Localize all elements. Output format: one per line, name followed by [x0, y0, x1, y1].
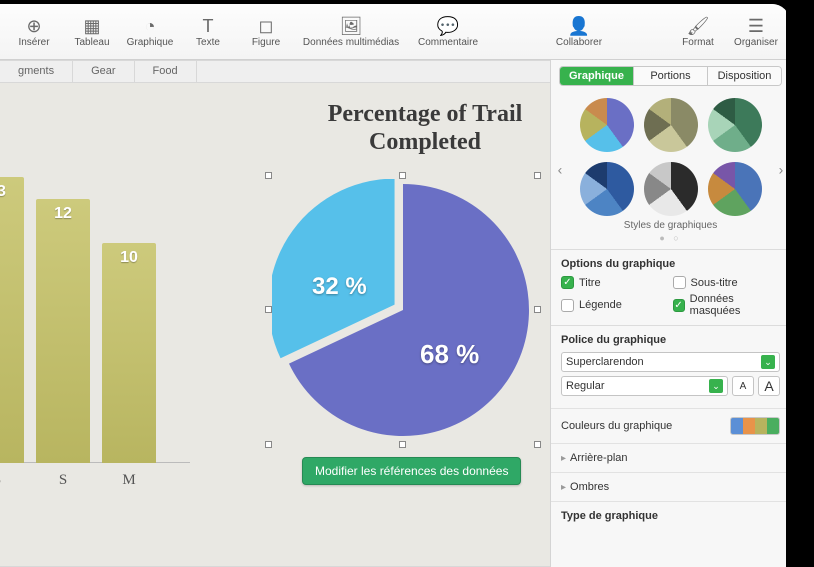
chart-style-thumb[interactable] — [708, 162, 762, 216]
bar-chart[interactable]: 13 S 12 S 10 M — [0, 133, 190, 503]
sheet-tab[interactable]: Gear — [73, 61, 134, 82]
check-subtitle[interactable]: Sous-titre — [673, 276, 781, 289]
inspector: Graphique Portions Disposition ‹ › Style… — [550, 60, 790, 567]
bar-value: 10 — [120, 249, 138, 267]
resize-handle[interactable] — [399, 172, 406, 179]
bar: 10 — [102, 243, 156, 463]
tab-wedges[interactable]: Portions — [633, 67, 707, 85]
disclosure-icon: ▸ — [561, 453, 566, 464]
background-row[interactable]: ▸Arrière-plan — [551, 443, 790, 472]
resize-handle[interactable] — [534, 306, 541, 313]
comment-button[interactable]: 💬Commentaire — [408, 7, 488, 57]
chevron-down-icon: ⌄ — [761, 355, 775, 369]
chart-style-thumb[interactable] — [580, 162, 634, 216]
chart-font: Police du graphique Superclarendon⌄ Regu… — [551, 325, 790, 408]
check-hidden-data[interactable]: ✓Données masquées — [673, 293, 781, 317]
format-icon: 🖌 — [687, 15, 710, 37]
bar-axis — [0, 462, 190, 463]
bar: 12 — [36, 199, 90, 463]
text-icon: T — [203, 15, 214, 37]
insert-button[interactable]: ⊕Insérer — [6, 7, 62, 57]
chart-style-thumb[interactable] — [580, 98, 634, 152]
chart-style-thumb[interactable] — [708, 98, 762, 152]
resize-handle[interactable] — [399, 441, 406, 448]
sheet-tabs: gments Gear Food — [0, 61, 550, 83]
comment-icon: 💬 — [437, 15, 459, 37]
chart-colors[interactable]: Couleurs du graphique — [551, 408, 790, 443]
organize-icon: ☰ — [748, 15, 764, 37]
chart-style-thumb[interactable] — [644, 162, 698, 216]
text-button[interactable]: TTexte — [180, 7, 236, 57]
sheet-tab[interactable]: gments — [0, 61, 73, 82]
resize-handle[interactable] — [534, 441, 541, 448]
resize-handle[interactable] — [265, 172, 272, 179]
disclosure-icon: ▸ — [561, 482, 566, 493]
shape-icon: ◻ — [259, 15, 274, 37]
chart-icon: ◔ — [145, 15, 156, 37]
organize-button[interactable]: ☰Organiser — [728, 7, 784, 57]
toolbar: ⊕Insérer ▦Tableau ◔Graphique TTexte ◻Fig… — [0, 4, 790, 60]
resize-handle[interactable] — [265, 306, 272, 313]
table-button[interactable]: ▦Tableau — [64, 7, 120, 57]
shape-button[interactable]: ◻Figure — [238, 7, 294, 57]
bar-label: S — [36, 472, 90, 489]
media-icon: 🖼 — [340, 15, 363, 37]
canvas[interactable]: gments Gear Food 13 S 12 S 10 M Percentage of… — [0, 60, 550, 567]
table-icon: ▦ — [83, 15, 100, 37]
chart-style-thumb[interactable] — [644, 98, 698, 152]
page-dots: ● ○ — [551, 233, 790, 243]
chevron-down-icon: ⌄ — [709, 379, 723, 393]
bar-label: S — [0, 472, 24, 489]
tab-layout[interactable]: Disposition — [707, 67, 781, 85]
styles-caption: Styles de graphiques — [551, 220, 790, 231]
pie-title: Percentage of Trail Completed — [290, 101, 550, 156]
media-button[interactable]: 🖼Données multimédias — [296, 7, 406, 57]
bar-value: 12 — [54, 205, 72, 223]
inspector-tabs: Graphique Portions Disposition — [559, 66, 782, 86]
styles-prev[interactable]: ‹ — [553, 161, 567, 177]
color-chip — [730, 417, 780, 435]
chart-options-header: Options du graphique — [561, 258, 780, 270]
chart-options: Options du graphique ✓Titre Sous-titre L… — [551, 249, 790, 325]
font-header: Police du graphique — [561, 334, 780, 346]
edit-data-button[interactable]: Modifier les références des données — [302, 457, 521, 485]
font-smaller[interactable]: A — [732, 376, 754, 396]
plus-icon: ⊕ — [26, 15, 41, 37]
resize-handle[interactable] — [534, 172, 541, 179]
tab-chart[interactable]: Graphique — [560, 67, 633, 85]
shadows-row[interactable]: ▸Ombres — [551, 472, 790, 501]
bar: 13 — [0, 177, 24, 463]
font-larger[interactable]: A — [758, 376, 780, 396]
chart-button[interactable]: ◔Graphique — [122, 7, 178, 57]
bar-value: 13 — [0, 183, 6, 201]
bar-label: M — [102, 472, 156, 489]
font-weight-select[interactable]: Regular⌄ — [561, 376, 728, 396]
check-legend[interactable]: Légende — [561, 293, 669, 317]
chart-type-row[interactable]: Type de graphique — [551, 501, 790, 530]
chart-styles: ‹ › Styles de graphiques ● ○ — [551, 92, 790, 249]
sheet-tab[interactable]: Food — [135, 61, 197, 82]
device-bezel — [786, 0, 814, 567]
collaborate-button[interactable]: 👤Collaborer — [544, 7, 614, 57]
font-name-select[interactable]: Superclarendon⌄ — [561, 352, 780, 372]
selection-box — [268, 175, 538, 445]
resize-handle[interactable] — [265, 441, 272, 448]
collaborate-icon: 👤 — [568, 15, 590, 37]
check-title[interactable]: ✓Titre — [561, 276, 669, 289]
format-button[interactable]: 🖌Format — [670, 7, 726, 57]
